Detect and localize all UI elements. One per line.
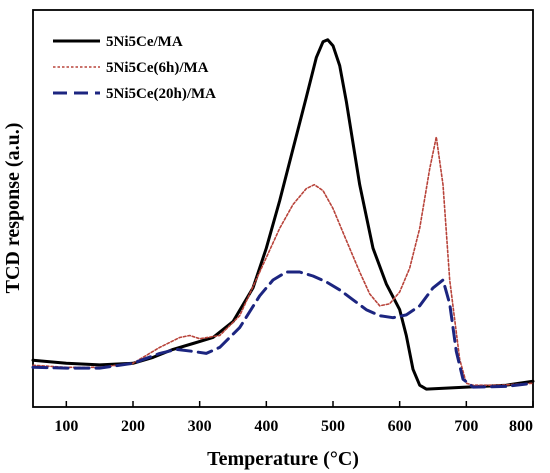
x-tick-label: 200: [121, 418, 145, 435]
x-axis-ticks: 100 200 300 400 500 600 700 800: [54, 401, 534, 435]
x-tick-label: 800: [509, 418, 533, 435]
legend-label-1: 5Ni5Ce/MA: [106, 34, 183, 50]
x-tick-label: 700: [454, 418, 478, 435]
x-tick-label: 600: [388, 418, 412, 435]
x-tick-label: 400: [254, 418, 278, 435]
series-line-1: [31, 38, 535, 391]
x-tick-label: 300: [188, 418, 212, 435]
x-axis-title: Temperature (°C): [207, 448, 359, 470]
legend-label-2: 5Ni5Ce(6h)/MA: [106, 60, 209, 76]
legend: 5Ni5Ce/MA 5Ni5Ce(6h)/MA 5Ni5Ce(20h)/MA: [53, 34, 216, 102]
x-tick-label: 100: [54, 418, 78, 435]
series-line-3: [31, 270, 535, 389]
series-line-2: [32, 136, 534, 386]
series-layer: [31, 38, 535, 391]
legend-label-3: 5Ni5Ce(20h)/MA: [106, 86, 216, 102]
x-tick-label: 500: [321, 418, 345, 435]
plot-area-frame: [32, 9, 534, 408]
y-axis-title: TCD response (a.u.): [2, 123, 24, 294]
